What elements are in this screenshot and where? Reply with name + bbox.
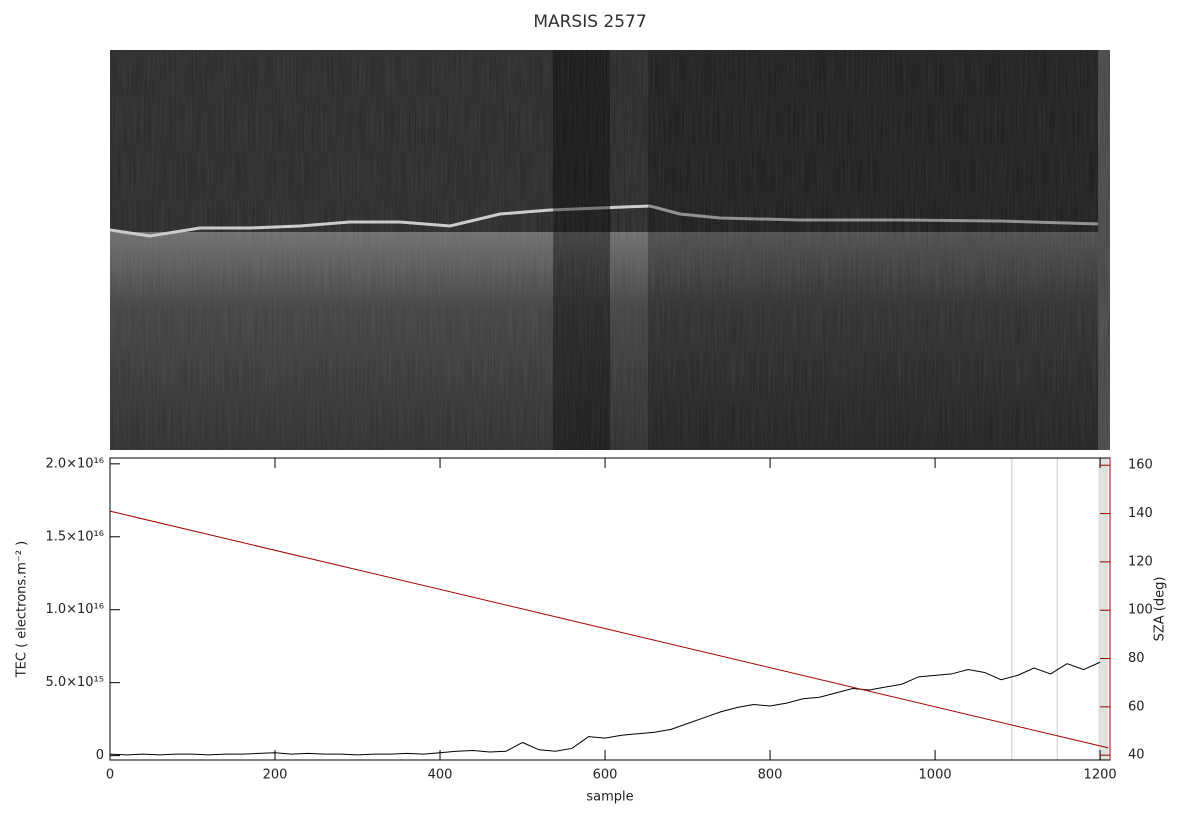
shaded-span	[1098, 458, 1109, 760]
y2-axis-label: SZA (deg)	[1153, 577, 1168, 642]
series-line	[109, 510, 1109, 749]
x-tick-label: 1000	[919, 768, 952, 783]
y-tick-label: 1.5×10¹⁶	[45, 529, 104, 544]
series-line	[109, 661, 1101, 756]
y2-tick-label: 60	[1128, 699, 1145, 714]
x-tick-label: 200	[263, 768, 288, 783]
x-tick-label: 400	[428, 768, 453, 783]
x-tick-label: 1200	[1084, 768, 1117, 783]
y2-tick-label: 100	[1128, 603, 1153, 618]
y-tick-label: 1.0×10¹⁶	[45, 602, 104, 617]
radargram	[109, 50, 1111, 450]
x-tick-label: 800	[758, 768, 783, 783]
title: MARSIS 2577	[533, 12, 646, 32]
y2-tick-label: 40	[1128, 748, 1145, 763]
x-axis-label: sample	[586, 790, 633, 805]
y2-tick-label: 120	[1128, 554, 1153, 569]
y-tick-label: 5.0×10¹⁵	[45, 675, 104, 690]
y2-tick-label: 80	[1128, 651, 1145, 666]
y-axis-label: TEC ( electrons.m⁻² )	[15, 541, 30, 679]
x-tick-label: 600	[593, 768, 618, 783]
x-tick-label: 0	[106, 768, 114, 783]
y2-tick-label: 160	[1128, 458, 1153, 473]
plot-area: 0 200 400 600 800 1000 1200 0 5.0×10¹⁵ 1.0×10¹⁶ 1.…	[15, 456, 1168, 804]
y2-tick-label: 140	[1128, 506, 1153, 521]
frame	[109, 457, 1111, 761]
y-tick-label: 2.0×10¹⁶	[45, 456, 104, 471]
y-tick-label: 0	[96, 748, 104, 763]
